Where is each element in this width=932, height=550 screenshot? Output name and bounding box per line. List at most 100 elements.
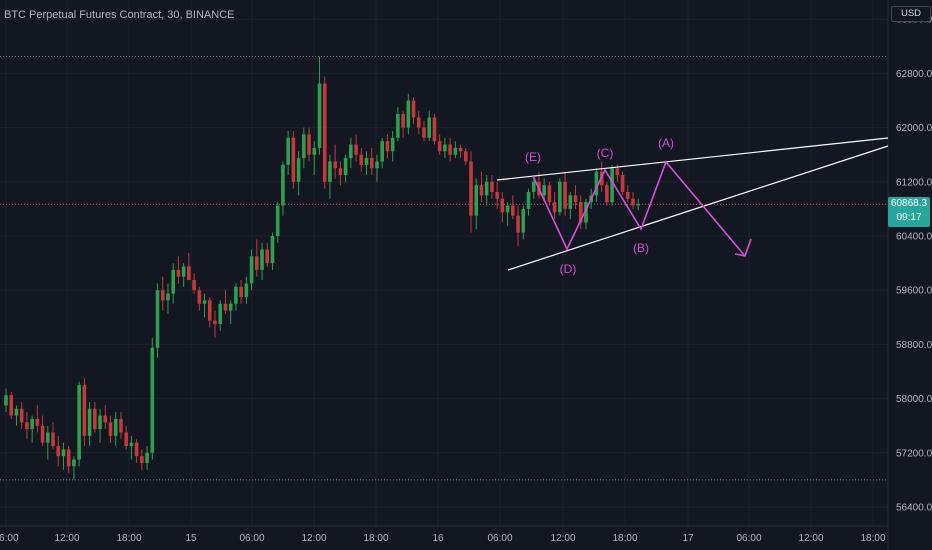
candle-body — [72, 459, 76, 467]
candle-body — [66, 449, 71, 467]
candle-body — [51, 432, 55, 447]
wave-arrow-head — [734, 238, 752, 257]
candle-body — [495, 191, 499, 199]
candle-body — [547, 185, 552, 203]
candle-body — [46, 432, 50, 443]
candle-body — [249, 256, 254, 284]
time-tick-label: 16 — [432, 533, 444, 544]
candle-body — [369, 158, 374, 169]
candle-body — [333, 161, 337, 169]
wave-label: (C) — [597, 146, 614, 160]
candle-body — [343, 158, 348, 176]
candle-body — [207, 300, 212, 321]
candle-body — [213, 320, 217, 325]
time-axis: 06:00 12:00 18:00 15 06:00 12:00 18:00 16 06:00 1… — [0, 533, 886, 544]
candle-body — [605, 185, 609, 203]
candle-body — [422, 127, 426, 138]
time-tick-label: 06:00 — [736, 533, 761, 544]
time-tick-label: 18:00 — [363, 533, 388, 544]
candle-body — [636, 204, 641, 206]
price-tick-label: 58800.0 — [896, 340, 932, 351]
candle-body — [558, 181, 562, 213]
time-tick-label: 12:00 — [301, 533, 326, 544]
candle-body — [453, 147, 458, 155]
candle-body — [255, 256, 259, 270]
candle-body — [82, 385, 87, 436]
candle-body — [307, 134, 311, 155]
candle-body — [77, 385, 81, 460]
candle-body — [202, 300, 207, 304]
price-tick-label: 56400.0 — [896, 503, 932, 514]
candle-body — [526, 191, 531, 209]
candle-body — [511, 205, 515, 216]
candle-body — [474, 185, 479, 216]
candle-body — [25, 422, 29, 430]
candle-body — [531, 181, 536, 192]
candle-body — [270, 236, 275, 264]
candle-body — [354, 144, 358, 155]
candle-body — [103, 415, 108, 423]
candle-body — [427, 117, 432, 138]
candle-body — [176, 269, 181, 277]
candle-body — [322, 83, 327, 182]
candle-body — [160, 290, 165, 301]
time-tick-label: 12:00 — [550, 533, 575, 544]
candle-body — [385, 141, 390, 152]
candle-body — [610, 168, 614, 203]
wave-label: (A) — [658, 136, 674, 150]
candle-body — [4, 395, 8, 406]
candle-body — [620, 175, 625, 192]
candle-body — [631, 198, 635, 206]
chart-grid — [0, 0, 889, 550]
candle-body — [443, 144, 447, 152]
elliott-wave-path — [532, 160, 746, 257]
symbol-title: BTC Perpetual Futures Contract, 30, BINA… — [4, 9, 235, 21]
price-tick-label: 61200.0 — [896, 177, 932, 188]
lower-trendline — [507, 145, 889, 271]
candle-body — [9, 395, 14, 416]
candle-body — [40, 425, 45, 443]
candle-body — [542, 185, 546, 196]
candles — [4, 56, 641, 480]
candle-body — [552, 202, 557, 213]
candle-body — [166, 293, 170, 301]
candle-body — [61, 449, 66, 457]
candle-body — [113, 418, 118, 436]
candle-body — [375, 161, 379, 169]
price-tick-label: 59600.0 — [896, 286, 932, 297]
candle-body — [615, 168, 620, 176]
candle-body — [479, 185, 484, 196]
candle-body — [35, 418, 40, 426]
candle-body — [390, 137, 395, 152]
price-tick-label: 60400.0 — [896, 232, 932, 243]
candle-body — [187, 266, 191, 281]
price-tick-label: 62000.0 — [896, 123, 932, 134]
candle-body — [584, 202, 588, 223]
candle-body — [312, 147, 317, 155]
candle-body — [578, 202, 583, 223]
wave-label: (E) — [525, 150, 541, 164]
candle-body — [380, 141, 384, 162]
time-tick-label: 06:00 — [0, 533, 19, 544]
candle-body — [108, 422, 113, 436]
currency-button[interactable]: USD — [891, 6, 931, 22]
candle-body — [265, 249, 270, 264]
candle-body — [505, 205, 510, 213]
candle-body — [192, 280, 196, 291]
candle-body — [124, 432, 128, 447]
candle-body — [396, 114, 400, 138]
candle-body — [338, 168, 343, 176]
price-axis: 56400.0 57200.0 58000.0 58800.0 59600.0 60400… — [896, 15, 932, 514]
candle-body — [364, 158, 369, 165]
time-tick-label: 12:00 — [798, 533, 823, 544]
candle-body — [140, 456, 144, 463]
candle-body — [302, 134, 306, 159]
candle-body — [490, 181, 494, 192]
candle-body — [145, 452, 149, 463]
candle-body — [406, 100, 411, 128]
candle-body — [14, 408, 19, 416]
candle-body — [500, 198, 505, 213]
candle-body — [296, 158, 301, 182]
time-tick-label: 17 — [682, 533, 694, 544]
